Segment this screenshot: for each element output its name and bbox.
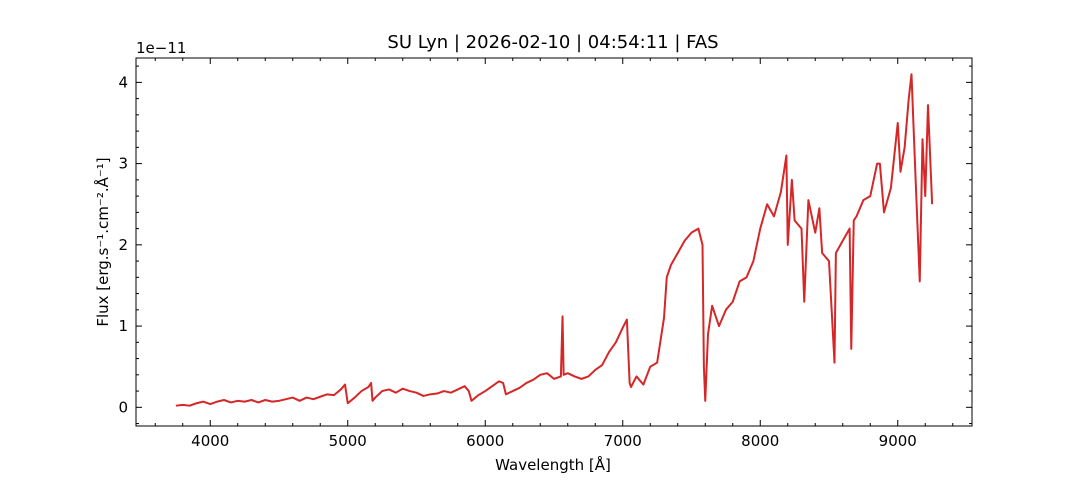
y-tick-label: 1 [118, 317, 128, 335]
y-tick-label: 4 [118, 73, 128, 91]
plot-area [175, 73, 934, 407]
x-tick-label: 7000 [604, 432, 642, 450]
y-tick-label: 2 [118, 236, 128, 254]
y-tick-label: 0 [118, 398, 128, 416]
x-tick-label: 8000 [741, 432, 779, 450]
x-tick-label: 6000 [466, 432, 504, 450]
x-axis: 4000 5000 6000 7000 8000 9000 [154, 58, 954, 450]
x-tick-label: 5000 [329, 432, 367, 450]
plot-frame [135, 57, 973, 427]
y-axis-offset-label: 1e−11 [136, 39, 186, 57]
x-tick-label: 4000 [191, 432, 229, 450]
chart-title: SU Lyn | 2026-02-10 | 04:54:11 | FAS [387, 32, 718, 53]
spectrum-line-0 [175, 73, 934, 407]
x-axis-label: Wavelength [Å] [495, 455, 611, 474]
x-tick-label: 9000 [879, 432, 917, 450]
y-axis: 0 1 2 3 4 [118, 65, 972, 425]
y-tick-label: 3 [118, 155, 128, 173]
y-axis-label: Flux [erg.s⁻¹.cm⁻².Å⁻¹] [93, 157, 112, 326]
